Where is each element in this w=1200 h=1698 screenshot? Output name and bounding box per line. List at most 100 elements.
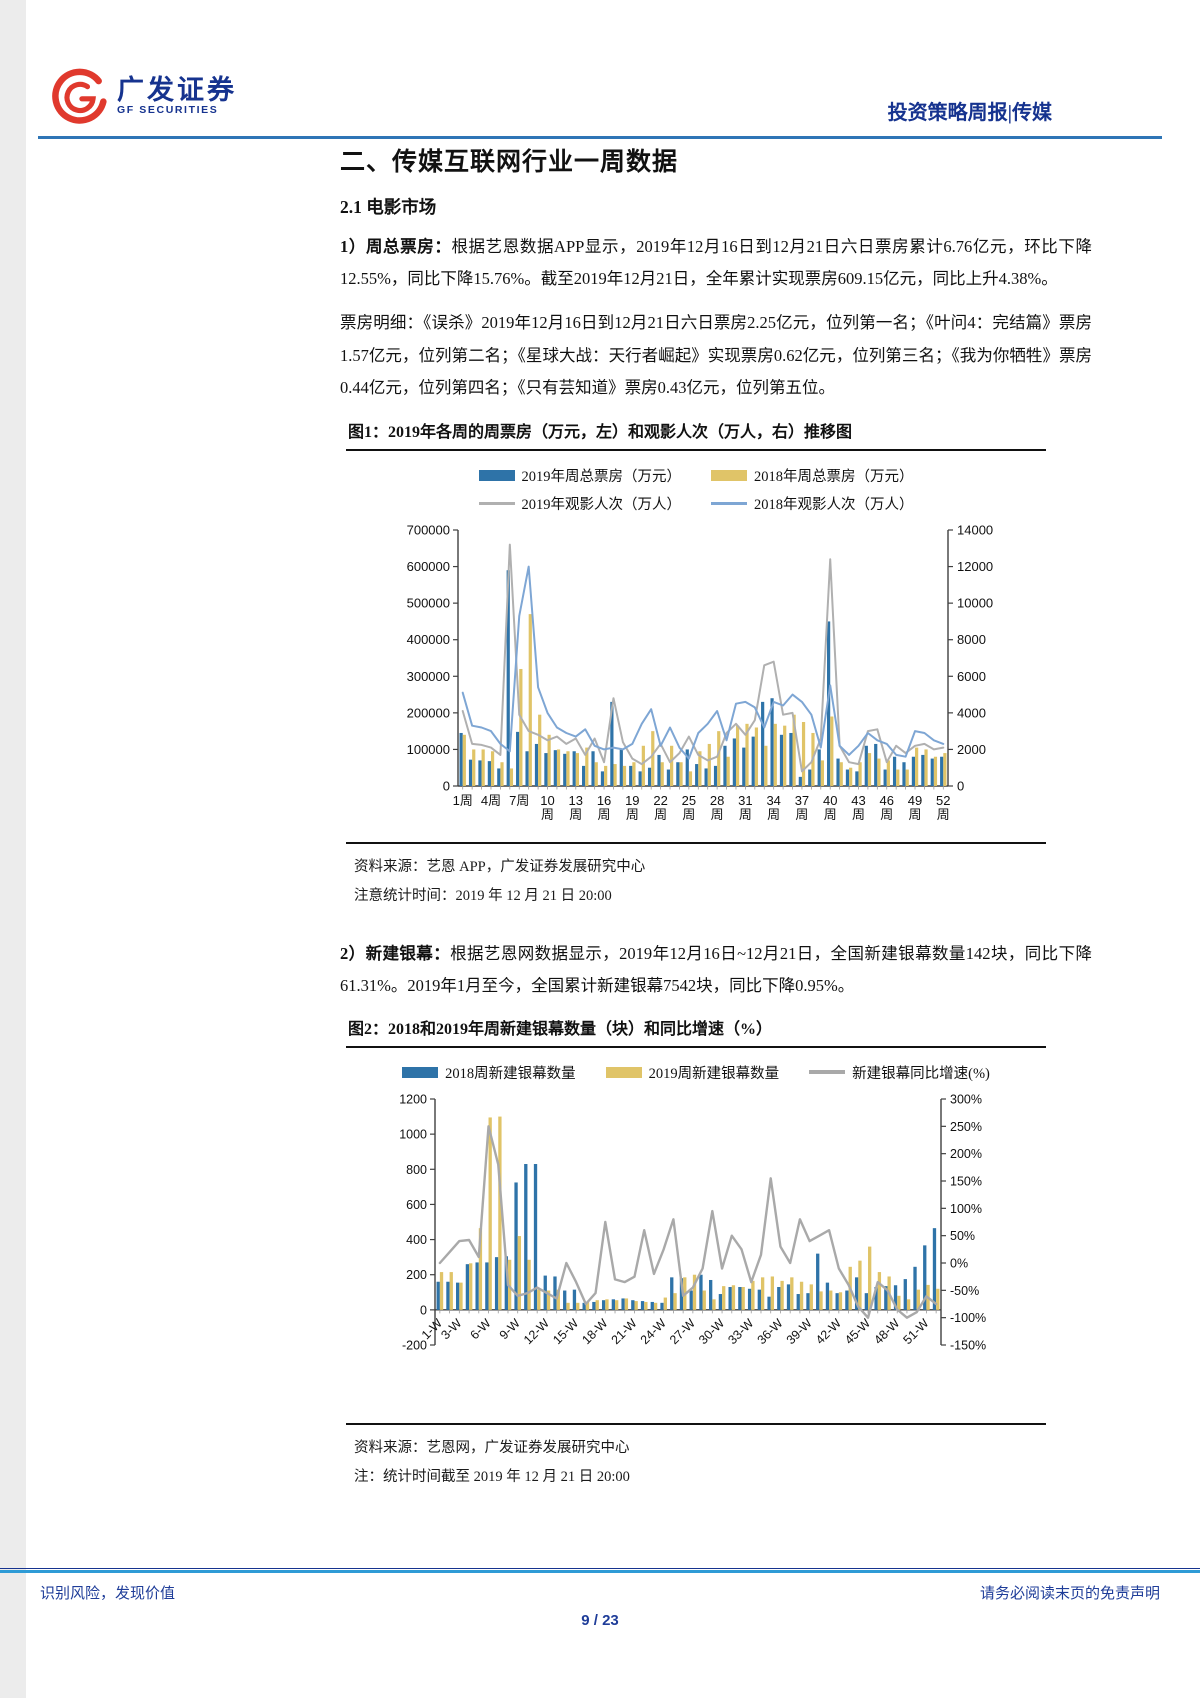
svg-text:9-W: 9-W [497, 1316, 523, 1342]
svg-text:30-W: 30-W [696, 1316, 727, 1347]
section-title: 二、传媒互联网行业一周数据 [340, 149, 679, 176]
svg-text:52周: 52 周 [936, 793, 950, 822]
header-rule [38, 136, 1162, 139]
svg-text:6000: 6000 [957, 669, 986, 684]
svg-text:150%: 150% [950, 1174, 982, 1188]
legend-item: 2018年周总票房（万元） [711, 465, 914, 486]
figure2-source: 资料来源：艺恩网，广发证券发展研究中心 [354, 1439, 630, 1456]
paragraph-lead: 2）新建银幕： [340, 944, 451, 964]
footer-slogan: 识别风险，发现价值 [40, 1586, 176, 1602]
figure2-bottom-rule [346, 1422, 1046, 1425]
svg-text:100000: 100000 [407, 742, 450, 757]
legend-label: 2018年周总票房（万元） [754, 468, 914, 485]
svg-text:15-W: 15-W [550, 1316, 581, 1347]
svg-text:50%: 50% [950, 1229, 975, 1243]
svg-text:300%: 300% [950, 1092, 982, 1106]
svg-text:0: 0 [443, 778, 450, 793]
legend-swatch-icon [711, 469, 747, 481]
svg-text:43周: 43 周 [851, 793, 865, 822]
page-number: 9 / 23 [581, 1612, 619, 1629]
svg-text:25周: 25 周 [682, 793, 696, 822]
paragraph-boxoffice-detail: 票房明细：《误杀》2019年12月16日到12月21日六日票房2.25亿元，位列… [340, 313, 1092, 397]
legend-item: 新建银幕同比增速(%) [809, 1062, 990, 1083]
svg-text:14000: 14000 [957, 522, 993, 537]
figure1: 图1：2019年各周的周票房（万元，左）和观影人次（万人，右）推移图 2019年… [346, 418, 1046, 908]
legend-item: 2018周新建银幕数量 [402, 1062, 576, 1083]
logo-text: 广发证券 GF SECURITIES [117, 75, 237, 117]
paragraph-body: 根据艺恩网数据显示，2019年12月16日~12月21日，全国新建银幕数量142… [340, 944, 1092, 996]
legend-item: 2019周新建银幕数量 [605, 1062, 780, 1083]
legend-label: 2019周新建银幕数量 [648, 1065, 780, 1082]
logo-english-name: GF SECURITIES [117, 104, 219, 117]
svg-text:16周: 16 周 [597, 793, 611, 822]
gf-securities-logo: 广发证券 GF SECURITIES [52, 68, 237, 124]
svg-text:37周: 37 周 [795, 793, 809, 822]
svg-text:42-W: 42-W [813, 1316, 844, 1347]
figure2: 图2：2018和2019年周新建银幕数量（块）和同比增速（%） 2018周新建银… [346, 1015, 1046, 1489]
svg-text:-150%: -150% [950, 1338, 986, 1352]
paragraph-lead: 1）周总票房： [340, 237, 452, 256]
svg-text:22周: 22 周 [653, 793, 667, 822]
svg-text:1周: 1周 [453, 793, 473, 808]
svg-text:10000: 10000 [957, 596, 993, 611]
main-content: 二、传媒互联网行业一周数据 2.1 电影市场 1）周总票房：根据艺恩数据APP显… [340, 142, 1092, 1519]
svg-text:0%: 0% [950, 1256, 968, 1270]
svg-text:800: 800 [406, 1162, 427, 1176]
svg-text:7周: 7周 [509, 793, 529, 808]
svg-text:0: 0 [957, 778, 964, 793]
legend-label: 新建银幕同比增速(%) [852, 1065, 990, 1082]
figure2-legend: 2018周新建银幕数量 2019周新建银幕数量 新建银幕同比增速(%) [356, 1062, 1036, 1083]
svg-text:-200: -200 [402, 1338, 427, 1352]
svg-text:2000: 2000 [957, 742, 986, 757]
svg-text:200000: 200000 [407, 705, 450, 720]
figure1-legend: 2019年周总票房（万元） 2018年周总票房（万元） 2019年观影人次（万人） 2… [426, 465, 966, 514]
svg-text:200%: 200% [950, 1147, 982, 1161]
svg-text:27-W: 27-W [667, 1316, 698, 1347]
svg-text:1000: 1000 [399, 1127, 427, 1141]
svg-text:0: 0 [420, 1303, 427, 1317]
legend-label: 2019年周总票房（万元） [521, 468, 682, 485]
legend-item: 2019年观影人次（万人） [478, 493, 682, 514]
figure1-chart-area: 2019年周总票房（万元） 2018年周总票房（万元） 2019年观影人次（万人） 2… [346, 451, 1046, 842]
figure1-note: 注意统计时间：2019 年 12 月 21 日 20:00 [354, 888, 612, 905]
page-left-margin-strip [0, 0, 26, 1698]
svg-text:12000: 12000 [957, 559, 993, 574]
svg-text:8000: 8000 [957, 632, 986, 647]
svg-text:600: 600 [406, 1198, 427, 1212]
legend-swatch-icon [478, 469, 515, 481]
svg-text:40周: 40 周 [823, 793, 837, 822]
legend-label: 2019年观影人次（万人） [521, 496, 682, 513]
legend-item: 2019年周总票房（万元） [478, 465, 682, 486]
svg-text:700000: 700000 [407, 522, 450, 537]
svg-text:600000: 600000 [407, 559, 450, 574]
svg-text:24-W: 24-W [638, 1316, 669, 1347]
figure1-source: 资料来源：艺恩 APP，广发证券发展研究中心 [354, 858, 646, 875]
svg-text:-50%: -50% [950, 1283, 979, 1297]
gf-logo-icon [52, 68, 107, 124]
svg-text:46周: 46 周 [880, 793, 894, 822]
figure1-chart: 0100000200000300000400000500000600000700… [407, 522, 994, 822]
legend-label: 2018年观影人次（万人） [754, 496, 914, 513]
svg-text:12-W: 12-W [521, 1316, 552, 1347]
figure2-title: 图2：2018和2019年周新建银幕数量（块）和同比增速（%） [346, 1015, 1046, 1048]
svg-text:300000: 300000 [407, 669, 450, 684]
paragraph-weekly-boxoffice: 1）周总票房：根据艺恩数据APP显示，2019年12月16日到12月21日六日票… [340, 231, 1092, 295]
svg-text:48-W: 48-W [871, 1316, 902, 1347]
legend-label: 2018周新建银幕数量 [445, 1065, 576, 1082]
subsection-title: 2.1 电影市场 [340, 197, 437, 217]
svg-text:13周: 13 周 [569, 793, 583, 822]
paragraph-body: 根据艺恩数据APP显示，2019年12月16日到12月21日六日票房累计6.76… [340, 237, 1092, 289]
svg-text:28周: 28 周 [710, 793, 724, 822]
legend-swatch-icon [711, 501, 747, 506]
svg-text:1200: 1200 [399, 1092, 427, 1106]
svg-text:500000: 500000 [407, 596, 450, 611]
figure1-title: 图1：2019年各周的周票房（万元，左）和观影人次（万人，右）推移图 [346, 418, 1046, 451]
svg-text:200: 200 [406, 1268, 427, 1282]
svg-text:6-W: 6-W [468, 1316, 494, 1342]
figure2-chart: -200 0 200 400 600 800 1000 1200 -150% -100% -50% 0… [399, 1092, 986, 1352]
svg-text:19周: 19 周 [625, 793, 639, 822]
svg-text:51-W: 51-W [901, 1316, 932, 1347]
svg-text:3-W: 3-W [438, 1316, 464, 1342]
svg-text:31周: 31 周 [738, 793, 752, 822]
svg-text:34周: 34 周 [766, 793, 780, 822]
